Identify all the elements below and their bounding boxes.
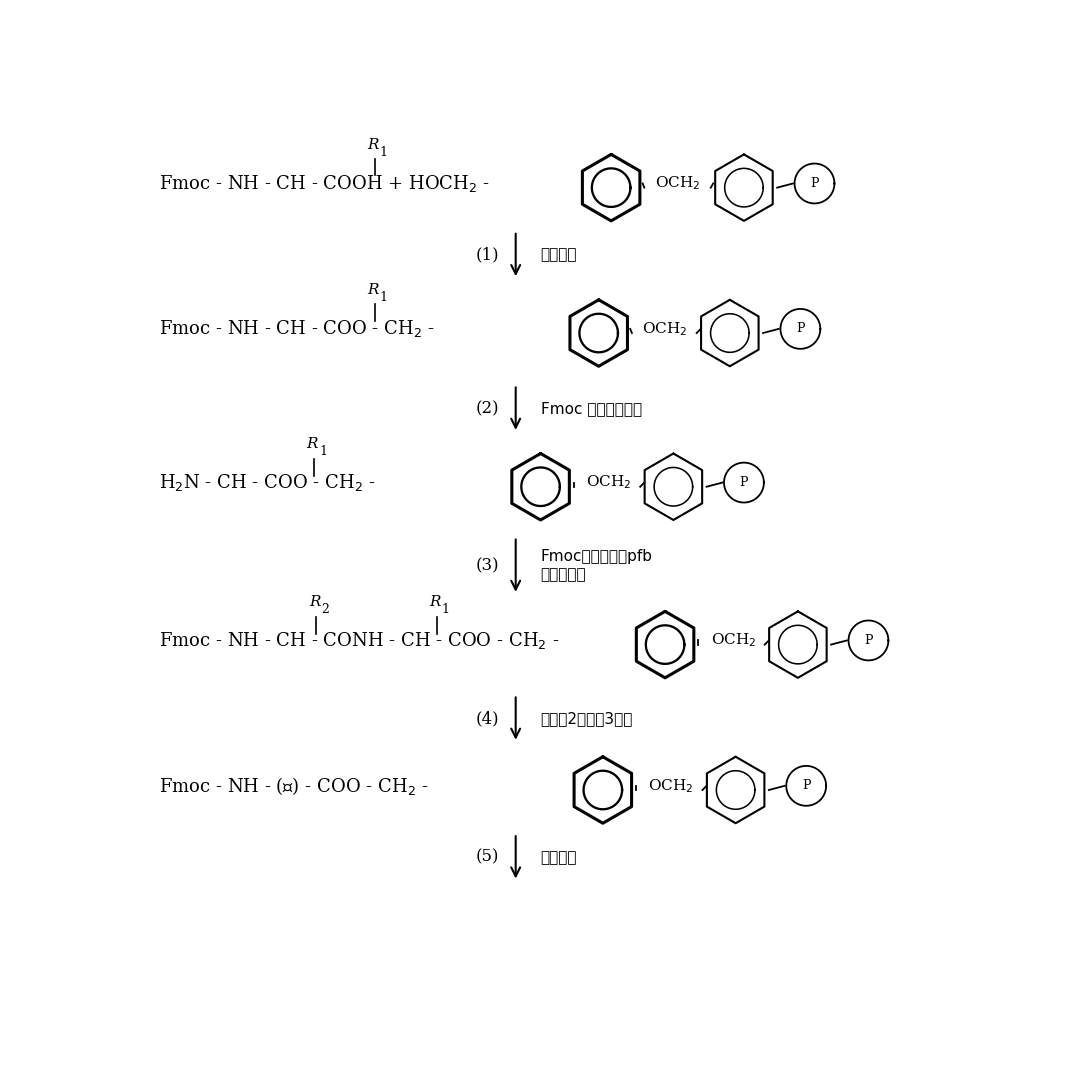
Text: 挂上树脂: 挂上树脂 — [541, 247, 577, 262]
Text: Fmoc - NH - (肽) - COO - CH$_2$ -: Fmoc - NH - (肽) - COO - CH$_2$ - — [159, 775, 428, 796]
Text: P: P — [740, 476, 749, 489]
Text: P: P — [796, 323, 804, 336]
Text: Fmoc - NH - CH - COOH + HOCH$_2$ -: Fmoc - NH - CH - COOH + HOCH$_2$ - — [159, 173, 489, 194]
Text: (1): (1) — [476, 246, 499, 263]
Text: Fmoc - NH - CH - CONH - CH - COO - CH$_2$ -: Fmoc - NH - CH - CONH - CH - COO - CH$_2… — [159, 630, 559, 651]
Text: (5): (5) — [476, 849, 499, 865]
Text: (3): (3) — [476, 557, 499, 574]
Text: R: R — [367, 138, 379, 152]
Text: 脱保护基: 脱保护基 — [541, 850, 577, 864]
Text: 1: 1 — [379, 291, 388, 304]
Text: H$_2$N - CH - COO - CH$_2$ -: H$_2$N - CH - COO - CH$_2$ - — [159, 473, 375, 493]
Text: R: R — [367, 284, 379, 298]
Text: Fmoc - NH - CH - COO - CH$_2$ -: Fmoc - NH - CH - COO - CH$_2$ - — [159, 318, 435, 340]
Text: R: R — [310, 595, 320, 609]
Text: R: R — [429, 595, 441, 609]
Text: OCH$_2$: OCH$_2$ — [710, 631, 756, 650]
Text: OCH$_2$: OCH$_2$ — [654, 175, 700, 192]
Text: R: R — [306, 437, 318, 451]
Text: P: P — [811, 177, 818, 190]
Text: Fmoc 的脱除、洗洤: Fmoc 的脱除、洗洤 — [541, 401, 642, 416]
Text: 2: 2 — [321, 602, 330, 615]
Text: Fmoc－氨基酸－pfb
耦联、洗洤: Fmoc－氨基酸－pfb 耦联、洗洤 — [541, 549, 652, 582]
Text: 1: 1 — [319, 445, 327, 457]
Text: OCH$_2$: OCH$_2$ — [586, 474, 631, 491]
Text: (2): (2) — [476, 400, 499, 418]
Text: 1: 1 — [379, 146, 388, 159]
Text: P: P — [864, 634, 873, 647]
Text: P: P — [802, 779, 811, 792]
Text: OCH$_2$: OCH$_2$ — [643, 320, 688, 338]
Text: 重复（2）～（3）步: 重复（2）～（3）步 — [541, 711, 633, 726]
Text: OCH$_2$: OCH$_2$ — [648, 777, 694, 795]
Text: (4): (4) — [476, 710, 499, 727]
Text: 1: 1 — [442, 602, 450, 615]
